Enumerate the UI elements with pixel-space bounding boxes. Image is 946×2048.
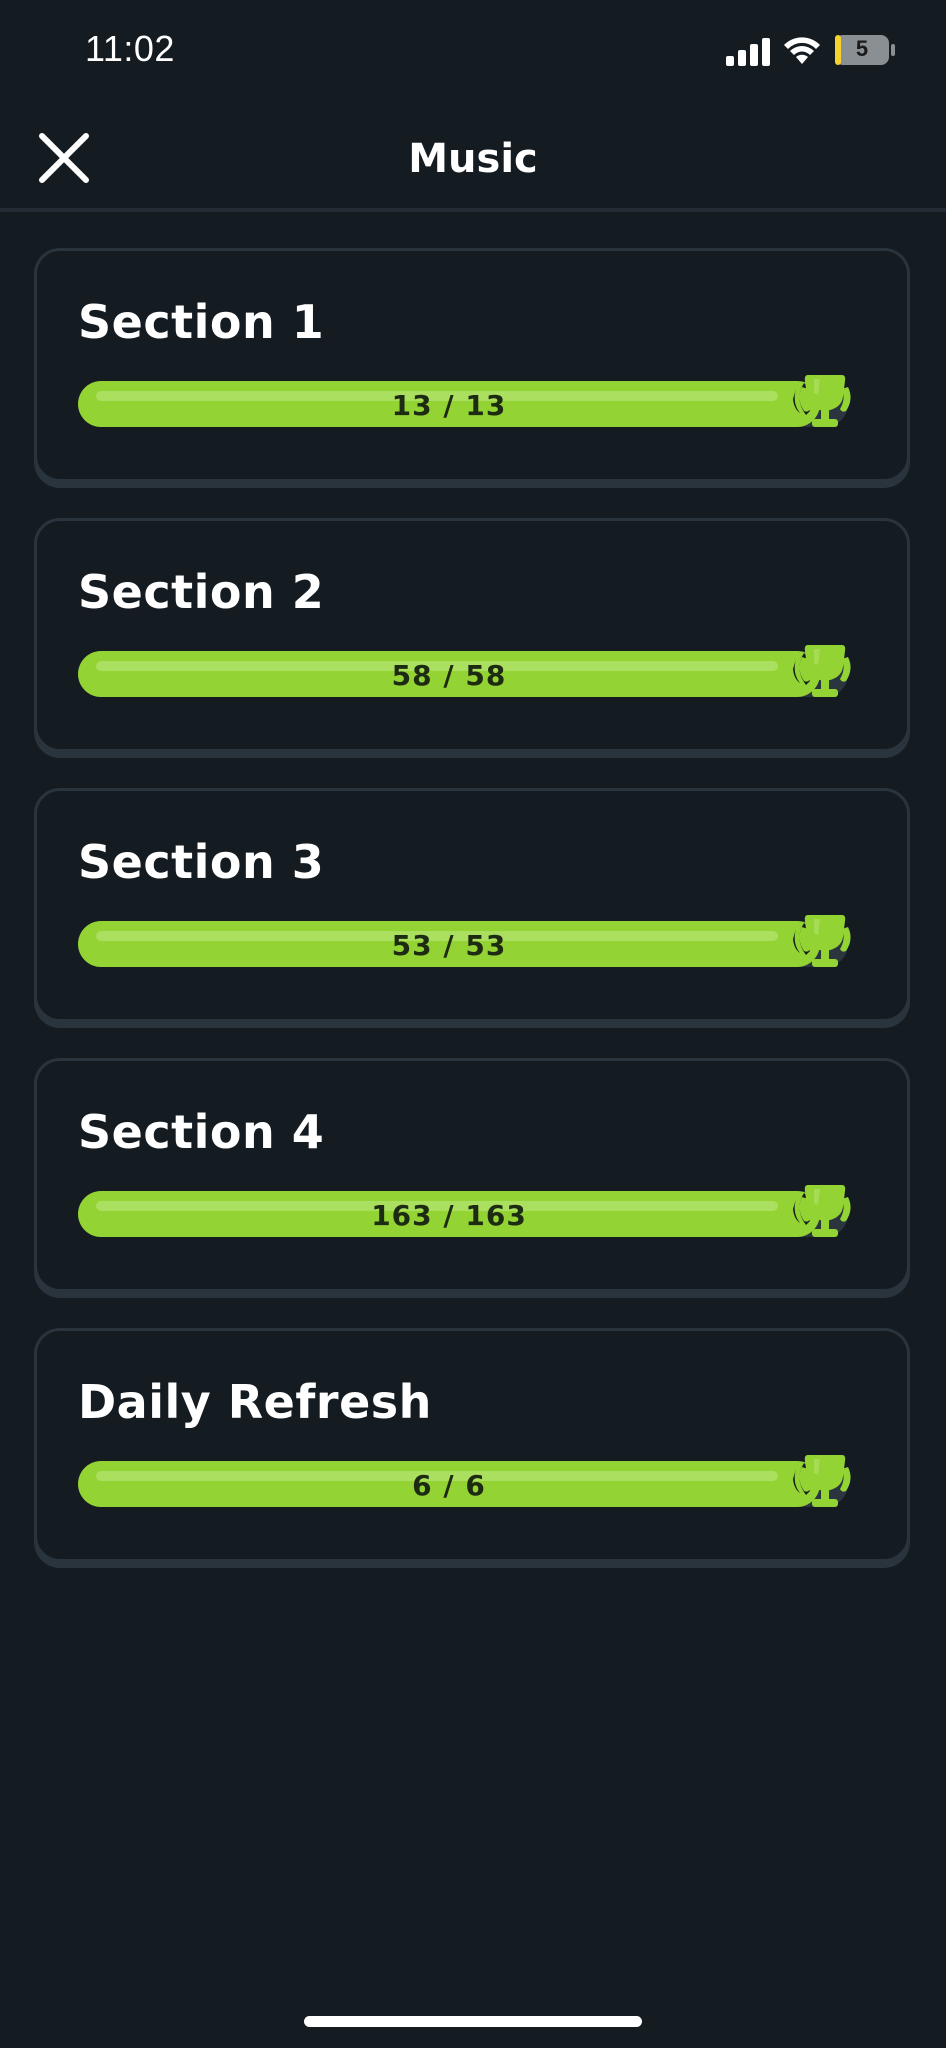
progress-shine	[96, 1471, 778, 1481]
section-title: Section 2	[78, 565, 325, 619]
progress-shine	[96, 391, 778, 401]
section-title: Section 1	[78, 295, 325, 349]
trophy-icon	[793, 1455, 851, 1507]
section-card[interactable]: Daily Refresh 6 / 6	[34, 1328, 910, 1562]
progress-label: 163 / 163	[371, 1199, 527, 1232]
progress-bar: 163 / 163	[78, 1185, 851, 1237]
close-icon	[39, 133, 89, 183]
progress-bar: 53 / 53	[78, 915, 851, 967]
progress-fill	[78, 921, 820, 967]
progress-fill	[78, 381, 820, 427]
battery-level: 5	[855, 36, 869, 61]
wifi-icon	[784, 37, 820, 64]
progress-shine	[96, 661, 778, 671]
trophy-icon	[793, 375, 851, 427]
section-title: Section 3	[78, 835, 325, 889]
section-title: Section 4	[78, 1105, 325, 1159]
trophy-icon	[793, 645, 851, 697]
section-card[interactable]: Section 1 13 / 13	[34, 248, 910, 482]
section-card[interactable]: Section 2 58 / 58	[34, 518, 910, 752]
trophy-icon	[793, 915, 851, 967]
battery-icon: 5	[834, 34, 896, 66]
progress-shine	[96, 931, 778, 941]
progress-fill	[78, 651, 820, 697]
status-bar: 11:02 5	[0, 0, 946, 100]
section-title: Daily Refresh	[78, 1375, 432, 1429]
progress-bar: 6 / 6	[78, 1455, 851, 1507]
status-time: 11:02	[85, 28, 175, 69]
progress-fill	[78, 1191, 820, 1237]
page-title: Music	[408, 136, 538, 182]
trophy-icon	[793, 1185, 851, 1237]
close-button[interactable]	[34, 128, 94, 188]
home-indicator	[304, 2016, 642, 2027]
signal-icon	[726, 38, 770, 66]
header: Music	[0, 100, 946, 212]
progress-label: 13 / 13	[391, 389, 507, 422]
section-card[interactable]: Section 4 163 / 163	[34, 1058, 910, 1292]
progress-bar: 13 / 13	[78, 375, 851, 427]
progress-bar: 58 / 58	[78, 645, 851, 697]
progress-label: 58 / 58	[391, 659, 507, 692]
section-card[interactable]: Section 3 53 / 53	[34, 788, 910, 1022]
progress-fill	[78, 1461, 820, 1507]
progress-label: 53 / 53	[391, 929, 507, 962]
section-list: Section 1 13 / 13 Section 2 58 / 58 Sect…	[34, 248, 910, 1598]
progress-label: 6 / 6	[412, 1469, 486, 1502]
progress-shine	[96, 1201, 778, 1211]
